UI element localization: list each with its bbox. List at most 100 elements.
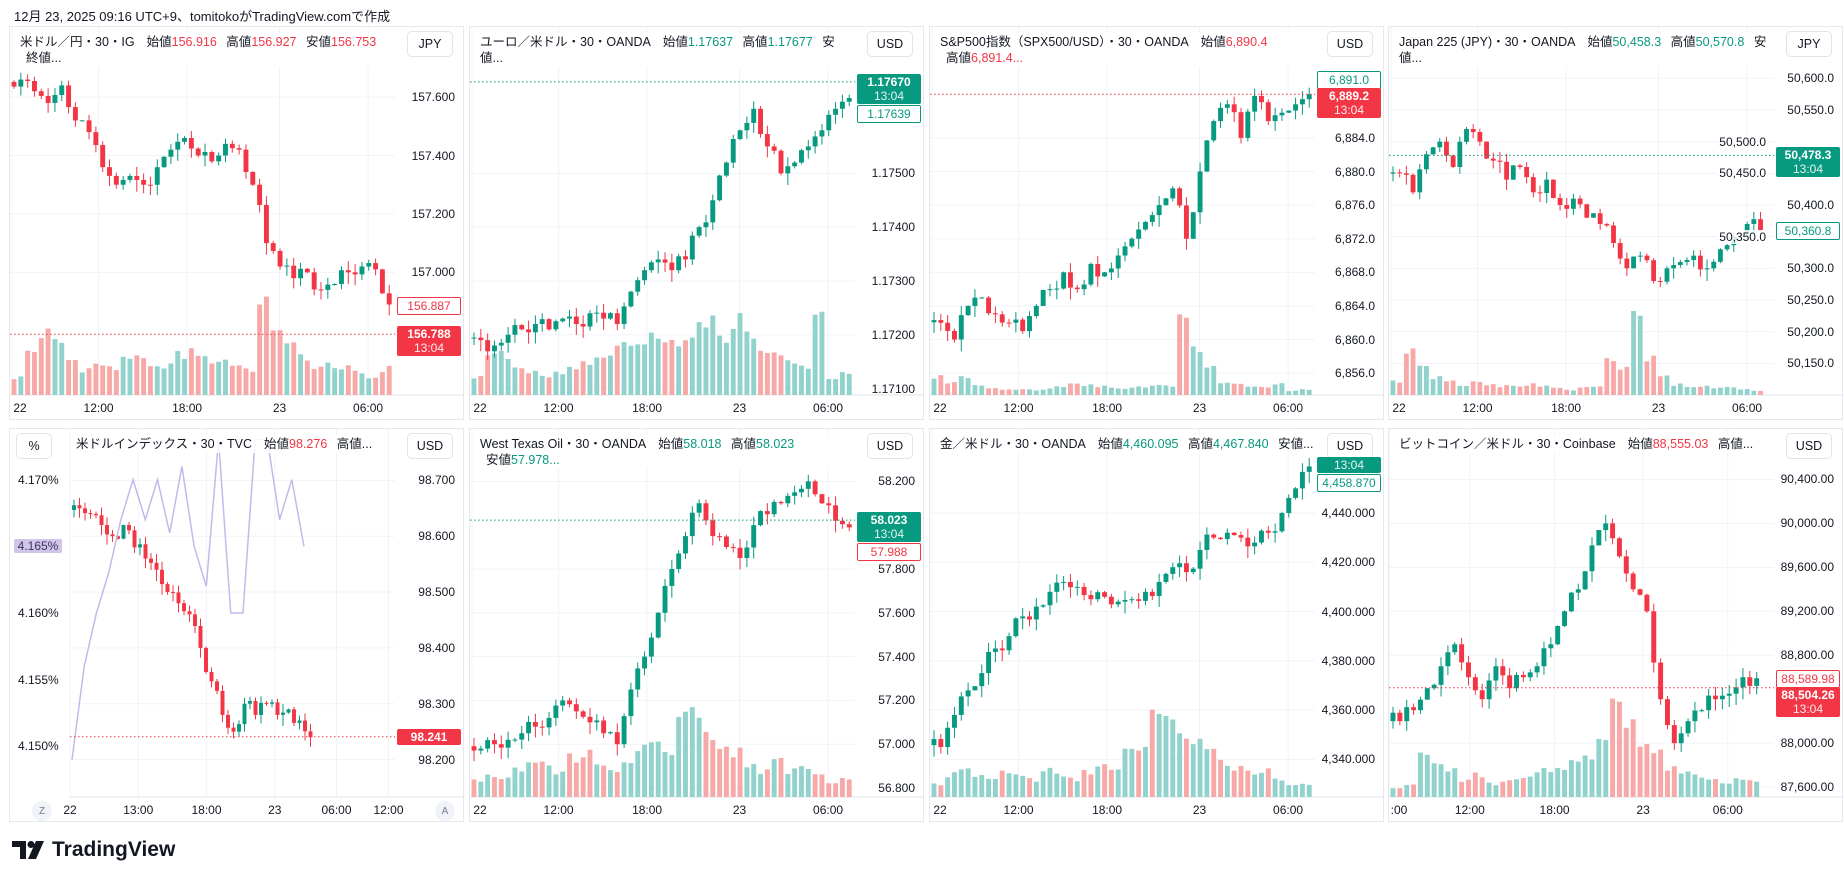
candle-body: [979, 297, 985, 299]
ohlc-truncated: 安値...: [1399, 35, 1767, 65]
chart-canvas[interactable]: [10, 429, 464, 822]
symbol-legend[interactable]: 金／米ドル・30・OANDA 始値4,460.095 高値4,467.840 安値…: [938, 435, 1316, 453]
candle-body: [1555, 625, 1561, 645]
symbol-legend[interactable]: ビットコイン／米ドル・30・Coinbase 始値88,555.03 高値...: [1397, 435, 1756, 453]
candle-body: [635, 280, 641, 292]
candle-body: [1568, 592, 1574, 612]
symbol-title[interactable]: ビットコイン／米ドル・30・Coinbase: [1399, 437, 1616, 451]
y-tick-label: 1.17300: [871, 273, 915, 288]
candle-body: [1699, 710, 1705, 712]
volume-bar: [1306, 784, 1312, 797]
tradingview-logo[interactable]: TradingView: [12, 838, 175, 862]
volume-bar: [498, 351, 504, 395]
currency-button[interactable]: USD: [1327, 31, 1373, 57]
symbol-legend[interactable]: 米ドル／円・30・IG 始値156.916 高値156.927 安値156.753…: [18, 33, 396, 67]
volume-bar: [601, 765, 607, 797]
volume-bar: [1259, 386, 1264, 395]
volume-bar: [737, 747, 743, 797]
candle-body: [1177, 563, 1183, 568]
candle-body: [1541, 648, 1547, 667]
y-tick-label: 89,200.00: [1780, 604, 1834, 619]
volume-bar: [512, 367, 518, 395]
scale-mode-button-z[interactable]: Z: [32, 801, 52, 821]
chart-panel-eurusd[interactable]: 1.17500 1.17400 1.17300 1.17200 1.17100 22 12:…: [469, 26, 924, 420]
currency-button[interactable]: JPY: [407, 31, 453, 57]
currency-button[interactable]: USD: [1786, 433, 1832, 459]
symbol-title[interactable]: 米ドル／円・30・IG: [20, 35, 135, 49]
volume-bar: [648, 332, 654, 395]
volume-bar: [505, 358, 511, 395]
left-scale-button[interactable]: %: [16, 433, 52, 459]
chart-panel-jp225[interactable]: 50,600.0 50,550.0 50,500.0 50,450.0 50,400.0…: [1388, 26, 1843, 420]
symbol-title[interactable]: ユーロ／米ドル・30・OANDA: [480, 35, 651, 49]
symbol-legend[interactable]: 米ドルインデックス・30・TVC 始値98.276 高値...: [74, 435, 375, 453]
volume-bar: [621, 762, 627, 797]
symbol-title[interactable]: S&P500指数（SPX500/USD）・30・OANDA: [940, 35, 1189, 49]
volume-bar: [1548, 771, 1554, 797]
symbol-legend[interactable]: West Texas Oil・30・OANDA 始値58.018 高値58.023…: [478, 435, 856, 469]
price-label-countdown: 13:04: [413, 341, 445, 356]
chart-canvas[interactable]: [930, 429, 1384, 822]
symbol-legend[interactable]: S&P500指数（SPX500/USD）・30・OANDA 始値6,890.4 高…: [938, 33, 1316, 67]
chart-canvas[interactable]: [470, 429, 924, 822]
symbol-legend[interactable]: ユーロ／米ドル・30・OANDA 始値1.17637 高値1.17677 安値..…: [478, 33, 856, 67]
candle-body: [308, 731, 313, 738]
chart-panel-dxy[interactable]: 98.700 98.600 98.500 98.400 98.300 98.200 22 13…: [9, 428, 464, 822]
candle-body: [1417, 699, 1423, 711]
volume-bar: [1265, 768, 1271, 797]
chart-canvas[interactable]: [470, 27, 924, 420]
chart-panel-gold[interactable]: 4,440.000 4,420.000 4,400.000 4,380.000 4,36…: [929, 428, 1384, 822]
ohlc-value: 6,891.4...: [971, 51, 1024, 65]
candle-body: [1061, 581, 1067, 583]
chart-panel-spx500[interactable]: 6,884.0 6,880.0 6,876.0 6,872.0 6,868.0 6,864…: [929, 26, 1384, 420]
volume-bar: [1444, 381, 1449, 395]
candle-body: [792, 162, 798, 167]
candle-body: [1697, 255, 1703, 270]
x-tick-label: 06:00: [1712, 803, 1743, 817]
currency-button[interactable]: USD: [867, 31, 913, 57]
candle-body: [79, 120, 85, 122]
x-tick-label: 18:00: [632, 401, 663, 415]
candle-body: [1597, 213, 1603, 224]
volume-bar: [587, 749, 593, 797]
candle-body: [59, 85, 65, 96]
x-tick-label: 18:00: [1092, 803, 1123, 817]
chart-canvas[interactable]: [1389, 27, 1843, 420]
candle-body: [553, 705, 559, 718]
symbol-title[interactable]: 米ドルインデックス・30・TVC: [76, 437, 253, 451]
volume-bar: [703, 327, 709, 395]
x-tick-label: 12:00: [1462, 401, 1493, 415]
symbol-legend[interactable]: Japan 225 (JPY)・30・OANDA 始値50,458.3 高値50,…: [1397, 33, 1775, 67]
candle-body: [1582, 571, 1588, 590]
candle-body: [325, 284, 331, 290]
candle-body: [257, 184, 263, 205]
candle-body: [1719, 695, 1725, 700]
currency-button[interactable]: USD: [407, 433, 453, 459]
chart-canvas[interactable]: [1389, 429, 1843, 822]
symbol-title[interactable]: 金／米ドル・30・OANDA: [940, 437, 1086, 451]
y-tick-label: 89,600.00: [1780, 560, 1834, 575]
chart-panel-btcusd[interactable]: 90,400.00 90,000.00 89,600.00 89,200.00 88,8…: [1388, 428, 1843, 822]
scale-mode-button-a[interactable]: A: [435, 801, 455, 821]
price-label-filled: 88,504.26 13:04: [1776, 687, 1840, 718]
currency-button[interactable]: JPY: [1786, 31, 1832, 57]
volume-bar: [662, 342, 668, 395]
chart-panel-usdjpy[interactable]: 157.600 157.400 157.200 157.000 22 12:00 18:00…: [9, 26, 464, 420]
x-tick-label: 23: [268, 803, 282, 817]
symbol-title[interactable]: Japan 225 (JPY)・30・OANDA: [1399, 35, 1576, 49]
chart-canvas[interactable]: [930, 27, 1384, 420]
volume-bar: [792, 363, 798, 395]
candle-body: [635, 668, 641, 690]
currency-button[interactable]: USD: [867, 433, 913, 459]
candle-body: [1170, 188, 1176, 199]
chart-panel-wti[interactable]: 58.200 57.800 57.600 57.400 57.200 57.000 56.8…: [469, 428, 924, 822]
symbol-title[interactable]: West Texas Oil・30・OANDA: [480, 437, 647, 451]
currency-button[interactable]: USD: [1327, 433, 1373, 459]
candle-body: [642, 656, 648, 669]
chart-canvas[interactable]: [10, 27, 464, 420]
candle-body: [149, 558, 153, 563]
volume-bar: [1517, 386, 1523, 395]
candle-body: [601, 720, 607, 734]
candle-body: [1611, 225, 1616, 243]
volume-bar: [1006, 389, 1012, 395]
